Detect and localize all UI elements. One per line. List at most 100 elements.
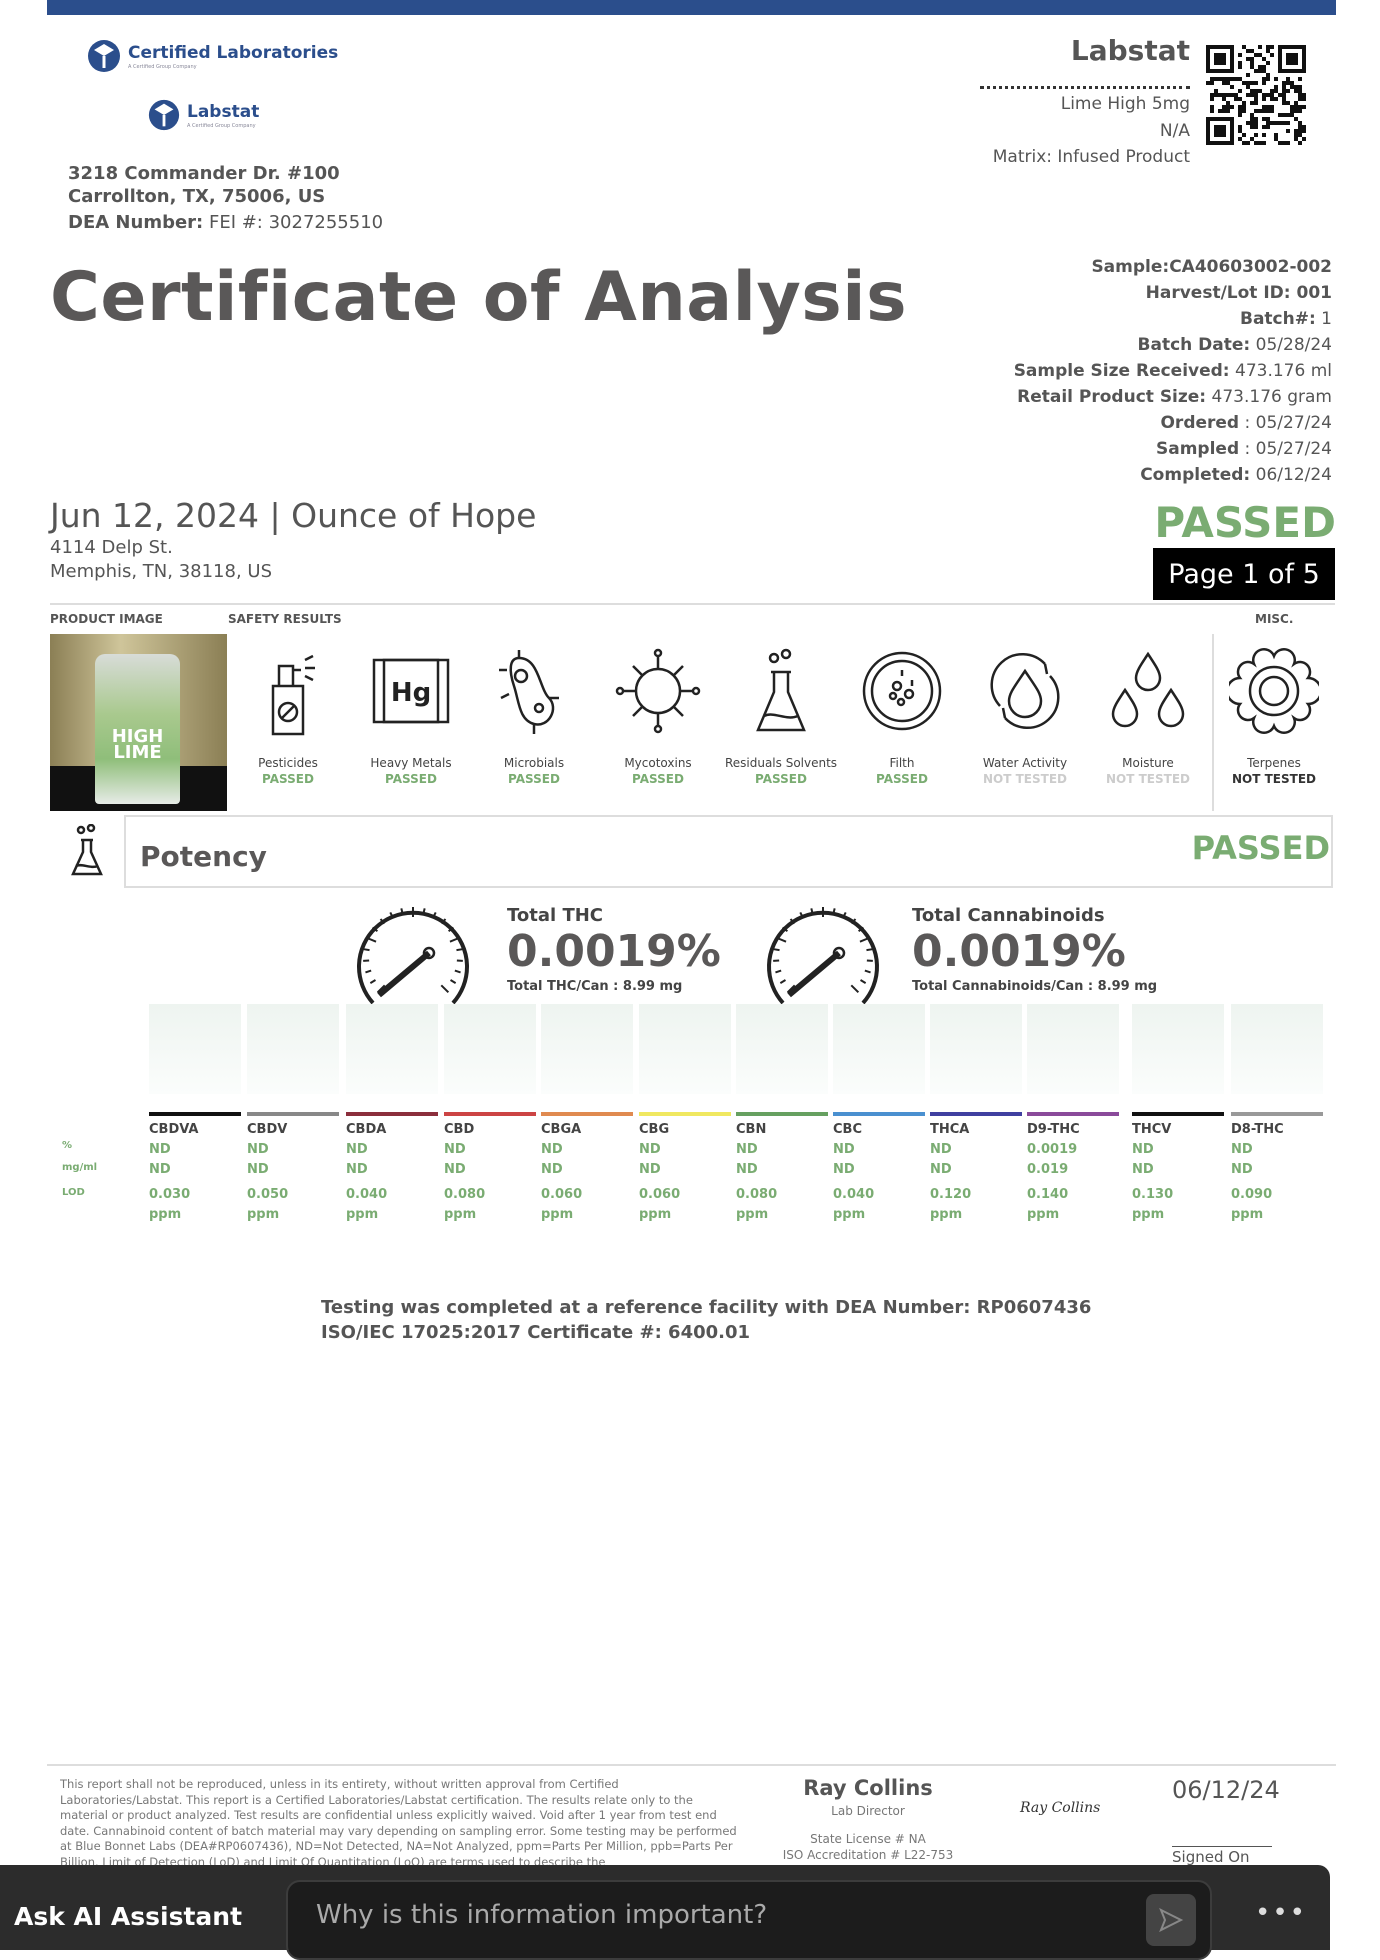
row-label-percent: % — [62, 1140, 72, 1151]
safety-label: Mycotoxins — [598, 756, 718, 770]
analyte-bar — [1027, 1004, 1119, 1094]
safety-status: PASSED — [598, 772, 718, 786]
virus-icon — [613, 646, 703, 736]
detail-label: Retail Product Size: — [1017, 387, 1206, 407]
qr-code[interactable] — [1206, 45, 1306, 145]
safety-status: PASSED — [228, 772, 348, 786]
analyte-lod-unit: ppm — [736, 1207, 828, 1227]
potency-title: Potency — [140, 840, 267, 873]
analyte-percent: ND — [1132, 1142, 1224, 1162]
safety-label: Microbials — [474, 756, 594, 770]
detail-label: Sample:CA40603002-002 — [1091, 257, 1332, 277]
analyte-bar — [930, 1004, 1022, 1094]
analyte-lod: 0.130 — [1132, 1187, 1224, 1207]
analyte-bar — [639, 1004, 731, 1094]
signer-name: Ray Collins — [768, 1776, 968, 1800]
dea-number: DEA Number: FEI #: 3027255510 — [68, 212, 383, 233]
analyte-mgml: ND — [149, 1162, 241, 1182]
analyte-color-bar — [541, 1112, 633, 1116]
analyte-mgml: 0.019 — [1027, 1162, 1119, 1182]
hg-element-icon: Hg — [366, 646, 456, 736]
analyte-lod: 0.060 — [639, 1187, 731, 1207]
analyte-color-bar — [444, 1112, 536, 1116]
analyte-lod-unit: ppm — [346, 1207, 438, 1227]
detail-row: Harvest/Lot ID: 001 — [1146, 283, 1332, 303]
analyte-mgml: ND — [1231, 1162, 1323, 1182]
analyte-bar — [149, 1004, 241, 1094]
analyte-color-bar — [1132, 1112, 1224, 1116]
detail-label: Completed: — [1140, 465, 1250, 485]
signed-date: 06/12/24 — [1172, 1776, 1280, 1804]
analyte-mgml: ND — [639, 1162, 731, 1182]
safety-label: Moisture — [1088, 756, 1208, 770]
client-city: Memphis, TN, 38118, US — [50, 561, 272, 582]
analyte-color-bar — [930, 1112, 1022, 1116]
flask-icon — [50, 815, 124, 888]
client-street: 4114 Delp St. — [50, 537, 173, 558]
ai-input-placeholder[interactable]: Why is this information important? — [316, 1900, 767, 1930]
analyte-lod: 0.040 — [833, 1187, 925, 1207]
analyte-mgml: ND — [930, 1162, 1022, 1182]
analyte-mgml: ND — [247, 1162, 339, 1182]
analyte-lod-unit: ppm — [149, 1207, 241, 1227]
detail-row: Sample:CA40603002-002 — [1091, 257, 1332, 277]
svg-text:Hg: Hg — [391, 678, 431, 708]
lab-address-line2: Carrollton, TX, 75006, US — [68, 186, 325, 207]
analyte-percent: 0.0019 — [1027, 1142, 1119, 1162]
detail-row: Sample Size Received: 473.176 ml — [1014, 361, 1332, 381]
top-brand-bar — [47, 0, 1336, 15]
total-thc-value: 0.0019% — [507, 926, 721, 977]
safety-status: NOT TESTED — [1214, 772, 1334, 786]
water-cycle-icon — [980, 646, 1070, 736]
misc-heading: MISC. — [1255, 612, 1293, 626]
safety-label: Pesticides — [228, 756, 348, 770]
more-options-button[interactable]: ••• — [1255, 1898, 1307, 1928]
safety-label: Residuals Solvents — [721, 756, 841, 770]
analyte-percent: ND — [930, 1142, 1022, 1162]
analyte-percent: ND — [639, 1142, 731, 1162]
analyte-bar — [541, 1004, 633, 1094]
safety-results-heading: SAFETY RESULTS — [228, 612, 342, 626]
potency-header — [124, 815, 1333, 888]
safety-status: PASSED — [721, 772, 841, 786]
detail-row: Batch#: 1 — [1240, 309, 1332, 329]
send-button[interactable] — [1146, 1894, 1196, 1946]
safety-status: PASSED — [842, 772, 962, 786]
analyte-percent: ND — [833, 1142, 925, 1162]
signer-block: Ray Collins Lab Director State License #… — [768, 1776, 968, 1862]
microbe-icon — [489, 646, 579, 736]
safety-label: Heavy Metals — [351, 756, 471, 770]
analyte-lod-unit: ppm — [1231, 1207, 1323, 1227]
analyte-lod-unit: ppm — [833, 1207, 925, 1227]
page-title: Certificate of Analysis — [50, 258, 907, 337]
safety-status: NOT TESTED — [965, 772, 1085, 786]
analyte-name: CBDA — [346, 1122, 438, 1142]
send-icon — [1157, 1906, 1185, 1934]
analyte-color-bar — [1027, 1112, 1119, 1116]
analyte-percent: ND — [1231, 1142, 1323, 1162]
detail-label: Sample Size Received: — [1014, 361, 1230, 381]
flask-icon — [736, 646, 826, 736]
detail-row: Batch Date: 05/28/24 — [1138, 335, 1332, 355]
analyte-bar — [346, 1004, 438, 1094]
analyte-color-bar — [346, 1112, 438, 1116]
safety-item-filth: Filth PASSED — [842, 646, 962, 786]
detail-label: Ordered — [1160, 413, 1239, 433]
safety-label: Filth — [842, 756, 962, 770]
analyte-mgml: ND — [833, 1162, 925, 1182]
detail-value: 05/28/24 — [1250, 335, 1332, 355]
product-image: HIGH LIME — [50, 634, 227, 811]
analyte-name: CBG — [639, 1122, 731, 1142]
safety-item-residuals-solvents: Residuals Solvents PASSED — [721, 646, 841, 786]
